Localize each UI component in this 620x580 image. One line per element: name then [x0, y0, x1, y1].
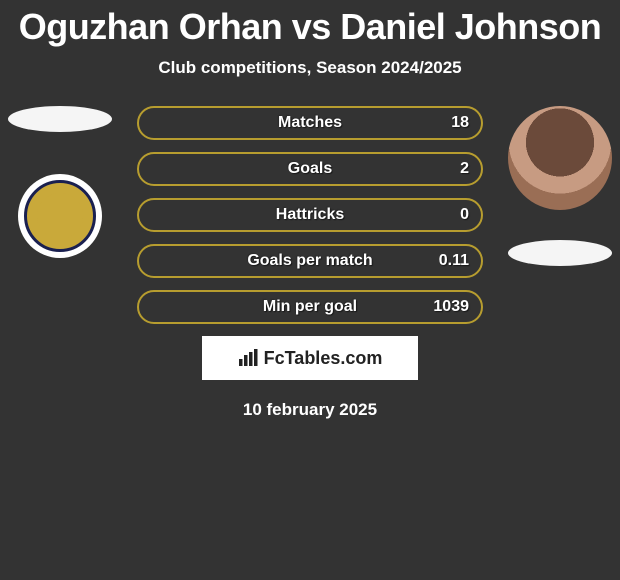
stat-label: Goals: [288, 160, 332, 178]
bar-chart-icon: [238, 349, 260, 367]
club-crest-icon: [24, 180, 96, 252]
brand-text: FcTables.com: [264, 348, 383, 369]
stat-label: Matches: [278, 114, 342, 132]
player-right-club-placeholder: [508, 240, 612, 266]
stat-row: Hattricks 0: [137, 198, 483, 232]
page-title: Oguzhan Orhan vs Daniel Johnson: [0, 0, 620, 48]
player-left-club-badge: [18, 174, 102, 258]
comparison-panel: Matches 18 Goals 2 Hattricks 0 Goals per match…: [0, 106, 620, 420]
stat-row: Min per goal 1039: [137, 290, 483, 324]
date-label: 10 february 2025: [0, 400, 620, 420]
stat-value-right: 0: [460, 206, 469, 224]
player-left-photo-placeholder: [8, 106, 112, 132]
stat-row: Goals 2: [137, 152, 483, 186]
stat-value-right: 0.11: [439, 252, 469, 270]
stat-label: Goals per match: [247, 252, 372, 270]
stat-value-right: 2: [460, 160, 469, 178]
stat-label: Hattricks: [276, 206, 344, 224]
player-left-column: [0, 106, 120, 258]
brand-watermark: FcTables.com: [202, 336, 418, 380]
stats-list: Matches 18 Goals 2 Hattricks 0 Goals per match…: [137, 106, 483, 324]
stat-value-right: 18: [451, 114, 469, 132]
stat-row: Matches 18: [137, 106, 483, 140]
player-right-photo: [508, 106, 612, 210]
stat-label: Min per goal: [263, 298, 357, 316]
subtitle: Club competitions, Season 2024/2025: [0, 58, 620, 78]
player-right-column: [500, 106, 620, 210]
stat-value-right: 1039: [433, 298, 469, 316]
stat-row: Goals per match 0.11: [137, 244, 483, 278]
